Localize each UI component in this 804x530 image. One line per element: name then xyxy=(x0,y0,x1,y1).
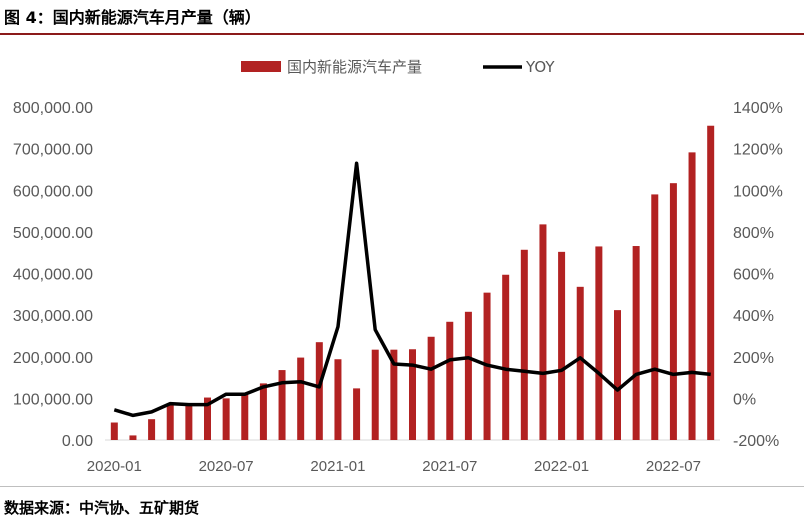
right-tick-label: 1200% xyxy=(733,142,783,159)
bar-2021-02 xyxy=(353,388,361,440)
right-tick-label: 0% xyxy=(733,391,756,408)
bar-2021-04 xyxy=(390,349,398,440)
bar-2020-05 xyxy=(185,404,193,440)
x-tick-label: 2022-01 xyxy=(534,458,589,475)
bar-2020-04 xyxy=(166,405,174,440)
right-tick-label: 200% xyxy=(733,350,774,367)
bar-2022-02 xyxy=(576,286,584,440)
source-divider xyxy=(0,486,804,487)
bar-2021-08 xyxy=(464,311,472,440)
left-tick-label: 300,000.00 xyxy=(13,308,93,325)
bar-series xyxy=(110,125,715,440)
x-tick-label: 2021-07 xyxy=(422,458,477,475)
left-tick-label: 200,000.00 xyxy=(13,350,93,367)
right-axis-labels: -200% 0% 200% 400% 600% 800% 1000% 1200% 1400% xyxy=(733,100,783,450)
right-tick-label: 800% xyxy=(733,225,774,242)
left-tick-label: 0.00 xyxy=(62,433,93,450)
left-tick-label: 500,000.00 xyxy=(13,225,93,242)
bar-2021-01 xyxy=(334,359,342,440)
bar-2020-10 xyxy=(278,370,286,440)
bar-2022-04 xyxy=(614,310,621,440)
left-tick-label: 100,000.00 xyxy=(13,391,93,408)
yoy-line-series xyxy=(113,161,711,418)
bar-2022-07 xyxy=(669,183,677,440)
x-axis-labels: 2020-01 2020-07 2021-01 2021-07 2022-01 2022-… xyxy=(87,458,701,475)
right-tick-label: 1000% xyxy=(733,183,783,200)
bar-2021-07 xyxy=(446,321,454,440)
bar-2022-08 xyxy=(688,152,696,440)
source-note: 数据来源：中汽协、五矿期货 xyxy=(4,499,200,517)
bar-2020-03 xyxy=(148,419,156,440)
x-tick-label: 2020-01 xyxy=(87,458,142,475)
bar-2021-06 xyxy=(427,336,435,440)
left-tick-label: 700,000.00 xyxy=(13,142,93,159)
left-tick-label: 400,000.00 xyxy=(13,267,93,284)
legend-bar-swatch xyxy=(241,61,281,72)
right-tick-label: 600% xyxy=(733,267,774,284)
bar-2022-03 xyxy=(595,246,603,440)
bar-2020-09 xyxy=(259,383,267,440)
bar-2022-05 xyxy=(632,246,640,440)
bar-2021-05 xyxy=(409,349,416,440)
x-tick-label: 2022-07 xyxy=(646,458,701,475)
bar-2021-03 xyxy=(371,349,379,440)
left-axis-labels: 0.00 100,000.00 200,000.00 300,000.00 400,00… xyxy=(13,100,93,450)
left-tick-label: 600,000.00 xyxy=(13,183,93,200)
bar-2021-11 xyxy=(520,249,528,440)
chart-title: 图 4：国内新能源汽车月产量（辆） xyxy=(4,8,261,27)
bar-2020-08 xyxy=(241,394,249,440)
right-tick-label: 1400% xyxy=(733,100,783,117)
legend-bar-label: 国内新能源汽车产量 xyxy=(287,58,422,76)
bar-2021-12 xyxy=(539,224,547,440)
bar-2020-07 xyxy=(222,398,230,440)
x-tick-label: 2021-01 xyxy=(310,458,365,475)
bar-2022-01 xyxy=(558,251,566,440)
legend: 国内新能源汽车产量 YOY xyxy=(241,58,555,76)
bar-2020-02 xyxy=(129,435,137,440)
bar-2020-01 xyxy=(110,422,118,440)
bar-2020-12 xyxy=(315,342,323,440)
right-tick-label: 400% xyxy=(733,308,774,325)
bar-2020-11 xyxy=(297,357,305,440)
legend-line-label: YOY xyxy=(525,58,555,76)
chart-canvas: 0.00 100,000.00 200,000.00 300,000.00 400,00… xyxy=(13,58,783,475)
bar-2020-06 xyxy=(204,397,211,440)
title-divider xyxy=(0,33,804,35)
bar-2022-09 xyxy=(707,125,715,440)
left-tick-label: 800,000.00 xyxy=(13,100,93,117)
bar-2021-10 xyxy=(502,274,510,440)
right-tick-label: -200% xyxy=(733,433,779,450)
bar-2022-06 xyxy=(651,194,659,440)
x-tick-label: 2020-07 xyxy=(199,458,254,475)
